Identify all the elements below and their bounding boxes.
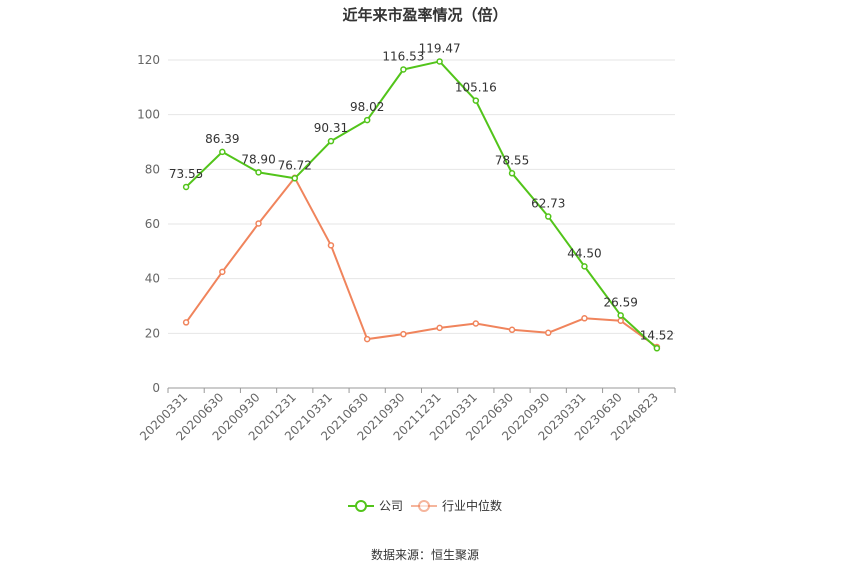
chart-title: 近年来市盈率情况（倍） xyxy=(342,6,507,24)
series-line-industry-median xyxy=(185,176,658,348)
data-label: 116.53 xyxy=(382,49,424,63)
data-point xyxy=(363,335,371,343)
grid-lines xyxy=(168,59,675,334)
data-point xyxy=(545,329,552,337)
data-point xyxy=(219,268,226,276)
data-point xyxy=(327,242,335,249)
data-label: 105.16 xyxy=(455,81,497,95)
x-axis: 2020033120200630202009302020123120210331… xyxy=(137,387,676,443)
legend-label: 行业中位数 xyxy=(442,498,502,513)
data-label: 73.55 xyxy=(169,167,203,181)
data-point xyxy=(363,116,371,124)
y-tick-label: 120 xyxy=(137,53,160,67)
data-point xyxy=(653,345,661,352)
legend-label: 公司 xyxy=(379,499,403,513)
data-point xyxy=(255,169,262,176)
data-point xyxy=(182,319,190,326)
data-label: 86.39 xyxy=(205,132,239,146)
data-label: 76.72 xyxy=(278,158,312,172)
data-label: 26.59 xyxy=(603,295,637,309)
data-label: 90.31 xyxy=(314,121,348,135)
y-tick-label: 80 xyxy=(145,162,160,176)
y-tick-label: 60 xyxy=(145,217,160,231)
data-label: 62.73 xyxy=(531,197,565,211)
data-point xyxy=(219,148,226,156)
data-point xyxy=(545,213,552,220)
y-tick-label: 20 xyxy=(145,326,160,340)
data-label: 119.47 xyxy=(419,41,461,55)
data-point xyxy=(182,183,190,191)
data-label: 78.55 xyxy=(495,153,529,167)
data-point xyxy=(436,324,443,332)
legend-item-industry-median[interactable]: 行业中位数 xyxy=(411,498,502,513)
data-point xyxy=(472,320,480,327)
data-label: 14.52 xyxy=(640,328,674,342)
data-label: 98.02 xyxy=(350,100,384,114)
y-tick-label: 40 xyxy=(145,272,160,286)
data-point xyxy=(508,170,516,177)
data-point xyxy=(508,326,516,334)
series-layer xyxy=(182,58,661,352)
data-point xyxy=(581,263,588,270)
legend-marker xyxy=(418,500,430,512)
data-label: 44.50 xyxy=(567,246,601,260)
data-point xyxy=(255,220,262,227)
data-point xyxy=(327,137,335,145)
y-axis: 0 20 40 60 80 100 120 xyxy=(137,53,160,395)
data-point xyxy=(436,58,443,65)
data-label: 78.90 xyxy=(241,152,275,166)
y-tick-label: 0 xyxy=(152,381,160,395)
data-point xyxy=(472,97,480,104)
data-point xyxy=(291,175,298,182)
series-line-company xyxy=(185,60,658,350)
source-note: 数据来源：恒生聚源 xyxy=(371,547,479,562)
y-tick-label: 100 xyxy=(137,108,160,122)
legend-item-company[interactable]: 公司 xyxy=(348,499,403,513)
data-point xyxy=(400,330,407,338)
legend[interactable]: 公司 行业中位数 xyxy=(348,498,502,513)
data-point xyxy=(581,315,588,322)
legend-marker xyxy=(355,500,367,512)
data-point xyxy=(400,66,407,73)
data-point xyxy=(617,312,624,319)
data-point xyxy=(617,317,624,325)
